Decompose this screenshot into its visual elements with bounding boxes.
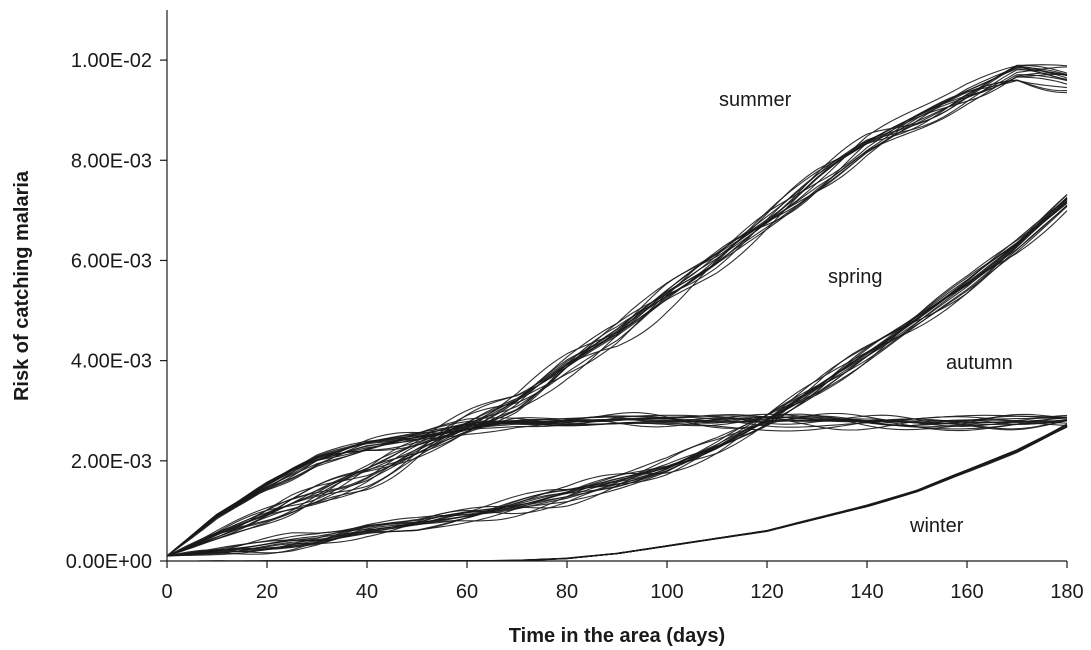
series-line-spring xyxy=(166,198,1068,557)
y-tick-label: 8.00E-03 xyxy=(71,150,152,172)
series-line-spring xyxy=(166,196,1068,557)
series-labels: summer spring autumn winter xyxy=(719,89,1013,537)
series-label-spring: spring xyxy=(828,266,882,288)
series-line-summer xyxy=(166,79,1068,557)
series-line-spring xyxy=(166,202,1068,557)
series-line-spring xyxy=(166,205,1068,557)
series-line-autumn xyxy=(166,414,1068,557)
x-tick-label: 100 xyxy=(650,581,683,603)
x-tick-label: 60 xyxy=(456,581,478,603)
series-line-spring xyxy=(166,198,1068,557)
series-line-spring xyxy=(166,201,1068,557)
y-tick-label: 2.00E-03 xyxy=(71,451,152,473)
y-axis-title: Risk of catching malaria xyxy=(11,170,33,401)
x-tick-label: 180 xyxy=(1050,581,1083,603)
y-tick-label: 6.00E-03 xyxy=(71,250,152,272)
y-tick-label: 0.00E+00 xyxy=(66,551,152,573)
x-tick-label: 160 xyxy=(950,581,983,603)
series-line-autumn xyxy=(166,416,1067,557)
plot-lines xyxy=(166,64,1068,562)
series-label-autumn: autumn xyxy=(946,352,1013,374)
series-line-spring xyxy=(166,194,1068,557)
x-ticks: 0 20 40 60 80 100 120 140 160 180 xyxy=(161,561,1084,603)
series-line-spring xyxy=(166,194,1068,557)
x-axis-title: Time in the area (days) xyxy=(509,625,725,647)
series-line-summer xyxy=(166,66,1068,557)
x-tick-label: 0 xyxy=(161,581,172,603)
series-line-summer xyxy=(166,69,1068,557)
x-tick-label: 80 xyxy=(556,581,578,603)
series-line-spring xyxy=(166,199,1068,557)
series-line-spring xyxy=(166,197,1068,557)
y-ticks: 0.00E+00 2.00E-03 4.00E-03 6.00E-03 8.00E-03… xyxy=(66,50,167,573)
series-label-summer: summer xyxy=(719,89,792,111)
series-line-autumn xyxy=(166,415,1068,557)
series-line-summer xyxy=(166,66,1068,557)
y-tick-label: 1.00E-02 xyxy=(71,50,152,72)
y-tick-label: 4.00E-03 xyxy=(71,351,152,373)
x-tick-label: 140 xyxy=(850,581,883,603)
x-tick-label: 120 xyxy=(750,581,783,603)
series-line-summer xyxy=(166,65,1068,557)
series-line-spring xyxy=(166,201,1068,557)
x-tick-label: 40 xyxy=(356,581,378,603)
series-line-autumn xyxy=(166,412,1068,557)
series-line-spring xyxy=(166,198,1068,557)
x-tick-label: 20 xyxy=(256,581,278,603)
series-line-summer xyxy=(166,72,1068,557)
series-label-winter: winter xyxy=(909,515,964,537)
